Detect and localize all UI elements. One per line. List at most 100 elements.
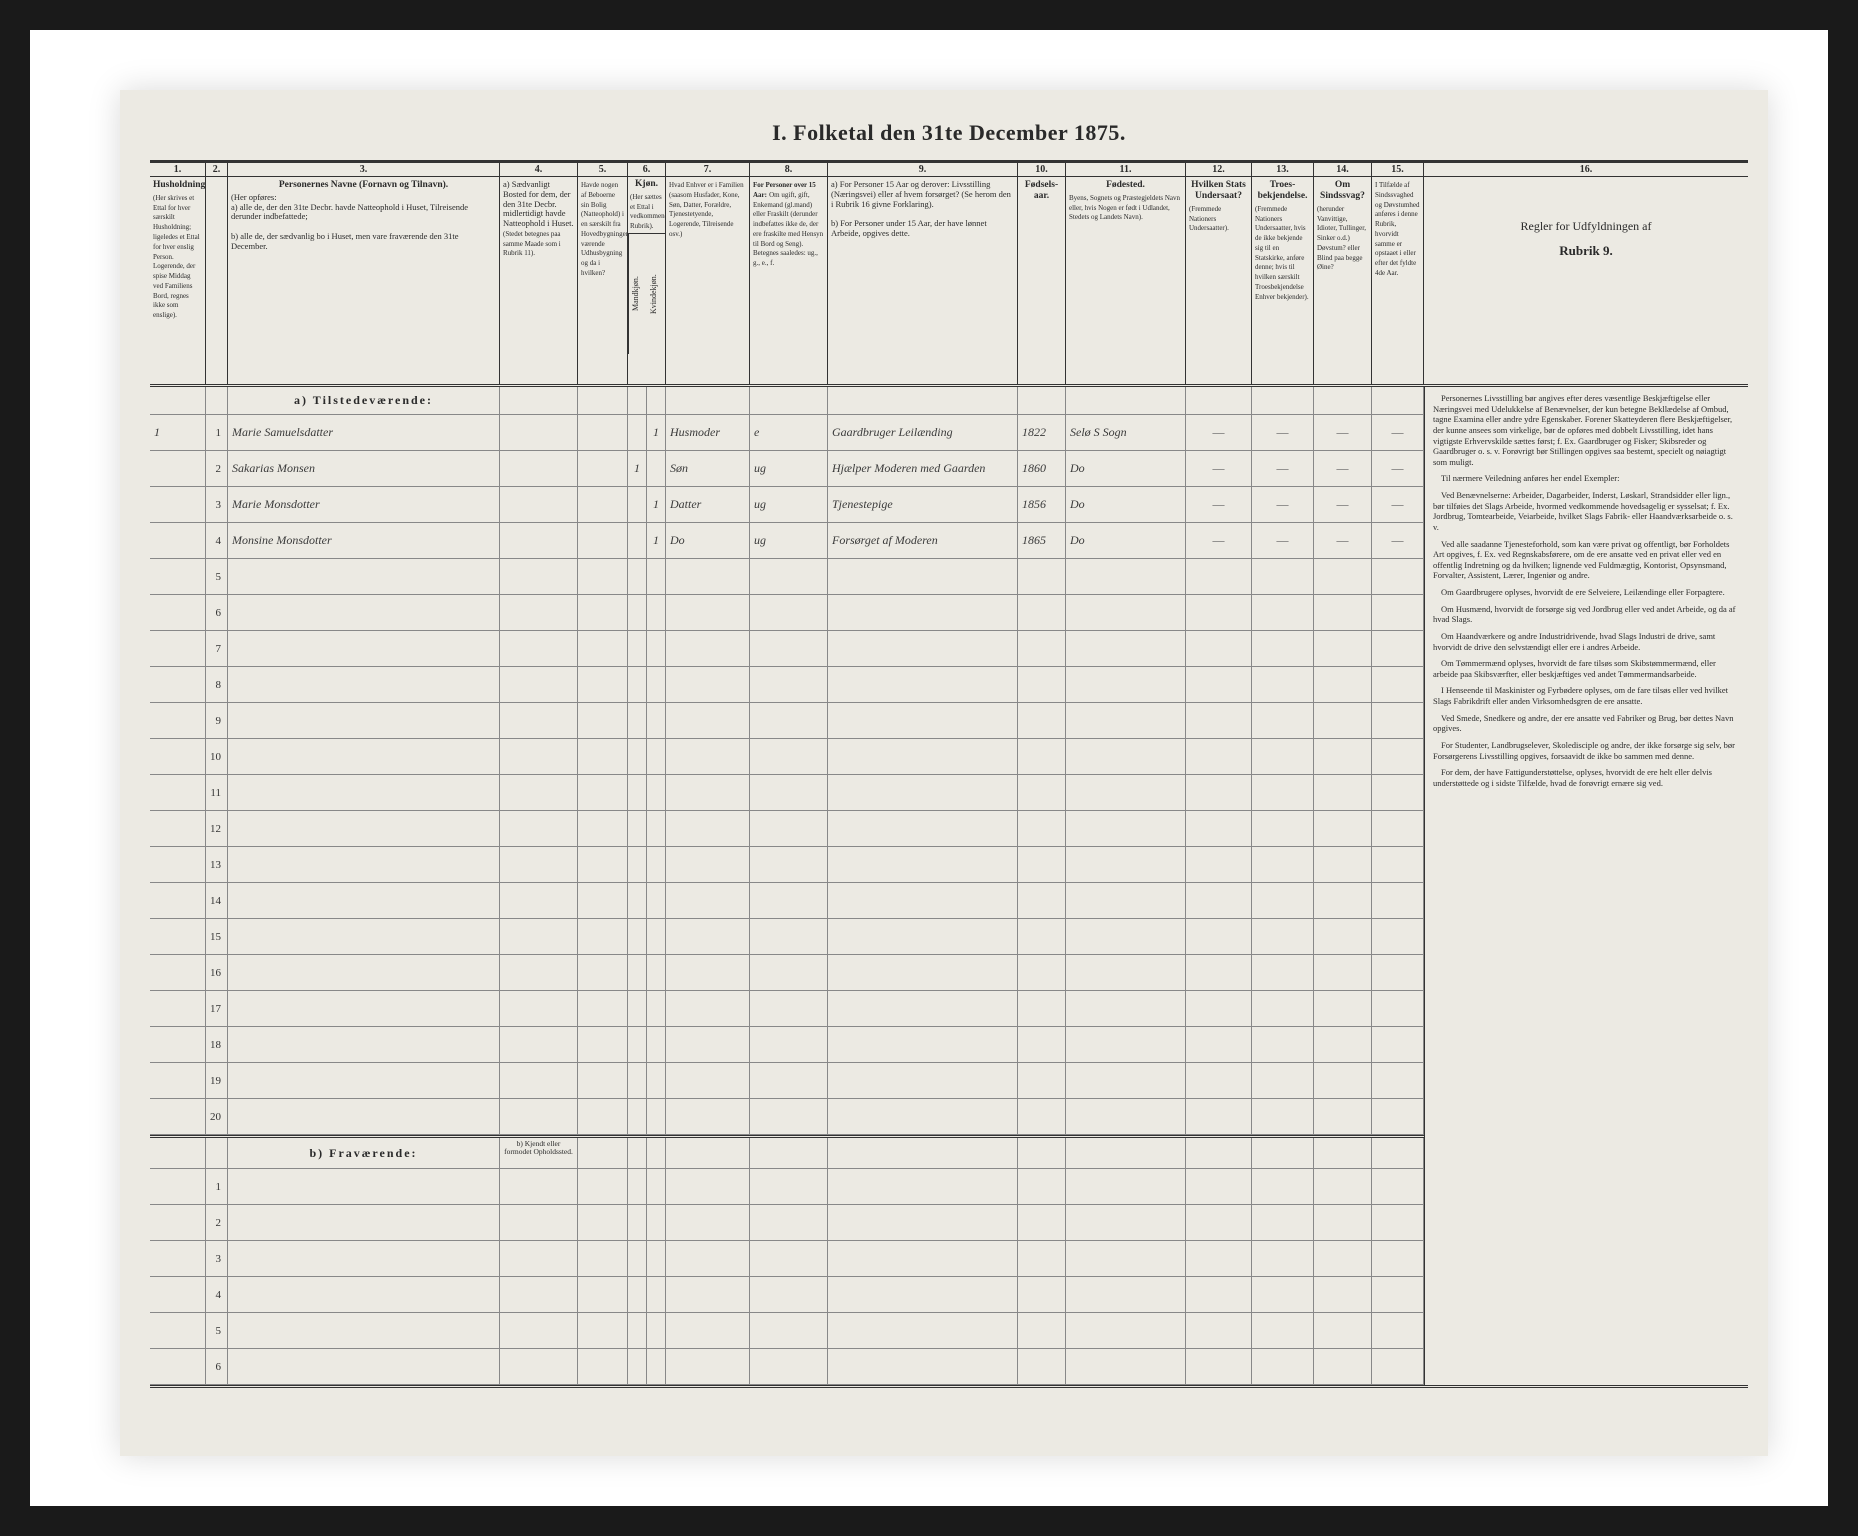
cell-person-no: 4: [206, 1277, 228, 1312]
cell-nationality: —: [1186, 451, 1252, 486]
cell-female: 1: [647, 415, 666, 450]
cell-female: 1: [647, 487, 666, 522]
section-b-row: b) Fraværende: b) Kjendt eller formodet …: [150, 1135, 1424, 1169]
cell-person-no: 20: [206, 1099, 228, 1134]
cell-relation: Søn: [666, 451, 750, 486]
head-nationality: Hvilken Stats Undersaat? (Fremmede Natio…: [1186, 177, 1252, 384]
cell-birthplace: Do: [1066, 451, 1186, 486]
table-row: 11Marie Samuelsdatter1HusmodereGaardbrug…: [150, 415, 1424, 451]
census-table: 1. 2. 3. 4. 5. 6. 7. 8. 9. 10. 11. 12. 1…: [150, 160, 1748, 1388]
section-a-label: a) Tilstedeværende:: [228, 387, 500, 414]
cell-birthyear: 1860: [1018, 451, 1066, 486]
head-person-no: [206, 177, 228, 384]
cell-household: [150, 523, 206, 558]
table-row: 1: [150, 1169, 1424, 1205]
colnum-11: 11.: [1066, 163, 1186, 176]
cell-relation: Datter: [666, 487, 750, 522]
cell-religion: —: [1252, 451, 1314, 486]
cell-birthyear: 1865: [1018, 523, 1066, 558]
present-blank-rows: 567891011121314151617181920: [150, 559, 1424, 1135]
table-row: 12: [150, 811, 1424, 847]
cell-person-no: 17: [206, 991, 228, 1026]
section-a-row: a) Tilstedeværende:: [150, 387, 1424, 415]
head-sex: Kjøn. (Her sættes et Ettal i vedkommende…: [628, 177, 666, 384]
cell-occupation: Forsørget af Moderen: [828, 523, 1018, 558]
cell-household: [150, 487, 206, 522]
cell-onset: —: [1372, 451, 1424, 486]
colnum-8: 8.: [750, 163, 828, 176]
table-row: 3: [150, 1241, 1424, 1277]
cell-person-no: 15: [206, 919, 228, 954]
cell-person-no: 16: [206, 955, 228, 990]
head-family-role: Hvad Enhver er i Familien (saasom Husfad…: [666, 177, 750, 384]
page-title: I. Folketal den 31te December 1875.: [150, 120, 1748, 146]
cell-person-no: 1: [206, 415, 228, 450]
cell-person-no: 3: [206, 487, 228, 522]
cell-marital: ug: [750, 487, 828, 522]
cell-marital: ug: [750, 523, 828, 558]
cell-residence: [500, 451, 578, 486]
cell-male: [628, 523, 647, 558]
cell-person-no: 1: [206, 1169, 228, 1204]
head-outhouse: Havde nogen af Beboerne sin Bolig (Natte…: [578, 177, 628, 384]
cell-person-no: 12: [206, 811, 228, 846]
rules-paragraph: Ved alle saadanne Tjenesteforhold, som k…: [1433, 539, 1740, 582]
rows-area: a) Tilstedeværende: 11Marie Samuelsdatte…: [150, 387, 1424, 1385]
cell-person-no: 11: [206, 775, 228, 810]
cell-nationality: —: [1186, 487, 1252, 522]
colnum-12: 12.: [1186, 163, 1252, 176]
cell-nationality: —: [1186, 415, 1252, 450]
cell-person-no: 7: [206, 631, 228, 666]
cell-insane: —: [1314, 523, 1372, 558]
rules-text: Personernes Livsstilling bør angives eft…: [1425, 387, 1748, 1385]
cell-religion: —: [1252, 415, 1314, 450]
table-row: 2: [150, 1205, 1424, 1241]
column-number-row: 1. 2. 3. 4. 5. 6. 7. 8. 9. 10. 11. 12. 1…: [150, 163, 1748, 177]
cell-person-no: 18: [206, 1027, 228, 1062]
head-usual-residence: a) Sædvanligt Bosted for dem, der den 31…: [500, 177, 578, 384]
cell-person-no: 6: [206, 595, 228, 630]
rules-paragraph: Om Husmænd, hvorvidt de forsørge sig ved…: [1433, 604, 1740, 625]
head-birthplace: Fødested. Byens, Sognets og Præstegjelde…: [1066, 177, 1186, 384]
cell-female: 1: [647, 523, 666, 558]
cell-name: Monsine Monsdotter: [228, 523, 500, 558]
colnum-10: 10.: [1018, 163, 1066, 176]
cell-name: Marie Samuelsdatter: [228, 415, 500, 450]
colnum-9: 9.: [828, 163, 1018, 176]
table-row: 16: [150, 955, 1424, 991]
table-row: 19: [150, 1063, 1424, 1099]
cell-relation: Husmoder: [666, 415, 750, 450]
header-row: Husholdninger. (Her skrives et Ettal for…: [150, 177, 1748, 387]
table-row: 4: [150, 1277, 1424, 1313]
head-rules: Regler for Udfyldningen af Rubrik 9.: [1424, 177, 1748, 384]
rules-paragraph: Om Gaardbrugere oplyses, hvorvidt de ere…: [1433, 587, 1740, 598]
cell-name: Marie Monsdotter: [228, 487, 500, 522]
table-row: 8: [150, 667, 1424, 703]
head-households: Husholdninger. (Her skrives et Ettal for…: [150, 177, 206, 384]
cell-birthplace: Selø S Sogn: [1066, 415, 1186, 450]
cell-person-no: 5: [206, 559, 228, 594]
colnum-14: 14.: [1314, 163, 1372, 176]
cell-person-no: 14: [206, 883, 228, 918]
table-row: 6: [150, 1349, 1424, 1385]
table-row: 2Sakarias Monsen1SønugHjælper Moderen me…: [150, 451, 1424, 487]
colnum-1: 1.: [150, 163, 206, 176]
cell-person-no: 19: [206, 1063, 228, 1098]
colnum-13: 13.: [1252, 163, 1314, 176]
present-rows: 11Marie Samuelsdatter1HusmodereGaardbrug…: [150, 415, 1424, 559]
cell-insane: —: [1314, 487, 1372, 522]
colnum-4: 4.: [500, 163, 578, 176]
scan-frame: I. Folketal den 31te December 1875. 1. 2…: [30, 30, 1828, 1506]
colnum-6: 6.: [628, 163, 666, 176]
cell-occupation: Hjælper Moderen med Gaarden: [828, 451, 1018, 486]
cell-male: 1: [628, 451, 647, 486]
head-male: Mandkjøn.: [628, 234, 647, 354]
cell-nationality: —: [1186, 523, 1252, 558]
cell-person-no: 6: [206, 1349, 228, 1384]
cell-male: [628, 415, 647, 450]
head-religion: Troes-bekjendelse. (Fremmede Nationers U…: [1252, 177, 1314, 384]
table-row: 4Monsine Monsdotter1DougForsørget af Mod…: [150, 523, 1424, 559]
head-insane: Om Sindssvag? (herunder Vanvittige, Idio…: [1314, 177, 1372, 384]
table-row: 17: [150, 991, 1424, 1027]
rules-paragraph: For Studenter, Landbrugselever, Skoledis…: [1433, 740, 1740, 761]
